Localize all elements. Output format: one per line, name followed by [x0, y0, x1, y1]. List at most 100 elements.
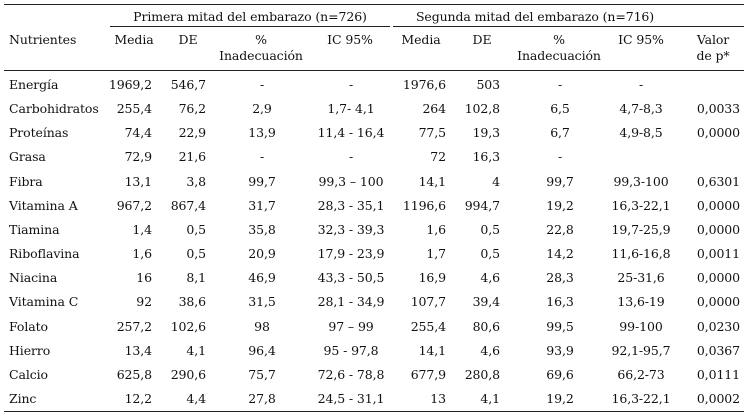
- cell-media-2: 14,1: [418, 174, 447, 189]
- cell-pct-1: 99,7: [248, 174, 276, 189]
- cell-media-1: 92: [136, 294, 152, 309]
- cell-p-value: 0,0033: [696, 101, 740, 116]
- cell-media-1: 1,4: [132, 222, 152, 237]
- header-bottom-rule: [4, 70, 744, 71]
- cell-media-1: 13,4: [124, 343, 153, 358]
- cell-ic-2: -: [638, 77, 644, 92]
- cell-pct-2: 19,2: [546, 198, 574, 213]
- cell-ic-2: 11,6-16,8: [611, 246, 671, 261]
- cell-p-value: 0,0000: [696, 198, 740, 213]
- cell-p-value: 0,6301: [696, 174, 740, 189]
- cell-media-1: 72,9: [124, 149, 153, 164]
- col-pct-1-line1: %: [255, 32, 267, 47]
- cell-p-value: 0,0000: [696, 294, 740, 309]
- cell-media-1: 255,4: [116, 101, 152, 116]
- cell-media-1: 967,2: [116, 198, 152, 213]
- cell-media-1: 1,6: [132, 246, 152, 261]
- cell-de-2: 4: [492, 174, 500, 189]
- cell-ic-1: 17,9 - 23,9: [317, 246, 385, 261]
- cell-de-2: 16,3: [472, 149, 501, 164]
- cell-ic-2: 25-31,6: [617, 270, 665, 285]
- cell-pct-2: 6,5: [550, 101, 570, 116]
- cell-de-1: 102,6: [170, 319, 206, 334]
- cell-pct-1: 75,7: [248, 367, 276, 382]
- cell-p-value: 0,0111: [696, 367, 740, 382]
- cell-nutriente: Fibra: [9, 174, 43, 189]
- cell-ic-2: 99-100: [619, 319, 663, 334]
- cell-pct-2: 6,7: [550, 125, 570, 140]
- cell-p-value: 0,0000: [696, 222, 740, 237]
- cell-media-2: 1196,6: [402, 198, 446, 213]
- cell-media-1: 1969,2: [108, 77, 152, 92]
- cell-de-1: 8,1: [186, 270, 206, 285]
- cell-de-1: 38,6: [178, 294, 207, 309]
- cell-ic-1: 95 - 97,8: [323, 343, 379, 358]
- cell-pct-1: -: [259, 149, 265, 164]
- cell-de-2: 4,1: [480, 391, 500, 406]
- cell-media-1: 625,8: [116, 367, 152, 382]
- cell-de-1: 546,7: [170, 77, 206, 92]
- cell-de-2: 4,6: [480, 270, 500, 285]
- cell-ic-2: 66,2-73: [617, 367, 665, 382]
- cell-ic-1: 32,3 - 39,3: [317, 222, 385, 237]
- cell-pct-2: -: [557, 77, 563, 92]
- cell-ic-1: 43,3 - 50,5: [317, 270, 385, 285]
- cell-nutriente: Zinc: [9, 391, 37, 406]
- cell-de-2: 994,7: [464, 198, 500, 213]
- cell-pct-2: 93,9: [546, 343, 574, 358]
- cell-ic-1: -: [348, 77, 354, 92]
- cell-ic-1: -: [348, 149, 354, 164]
- cell-nutriente: Energía: [9, 77, 59, 92]
- cell-nutriente: Niacina: [9, 270, 58, 285]
- col-media-1: Media: [114, 32, 154, 47]
- cell-de-2: 80,6: [472, 319, 501, 334]
- cell-nutriente: Vitamina C: [9, 294, 79, 309]
- cell-ic-2: 16,3-22,1: [611, 391, 671, 406]
- cell-media-2: 14,1: [418, 343, 447, 358]
- top-rule: [4, 4, 744, 5]
- cell-pct-2: 99,5: [546, 319, 574, 334]
- cell-de-1: 76,2: [178, 101, 207, 116]
- cell-ic-2: 4,9-8,5: [619, 125, 663, 140]
- col-media-2: Media: [401, 32, 441, 47]
- cell-pct-1: 35,8: [248, 222, 276, 237]
- col-p-line2: de p*: [696, 48, 730, 63]
- cell-pct-1: 2,9: [252, 101, 272, 116]
- cell-pct-2: 28,3: [546, 270, 574, 285]
- cell-p-value: 0,0000: [696, 125, 740, 140]
- cell-media-2: 13: [430, 391, 446, 406]
- group1-header: Primera mitad del embarazo (n=726): [133, 9, 367, 24]
- group2-rule: [393, 26, 744, 27]
- bottom-rule: [4, 411, 744, 412]
- cell-de-1: 867,4: [170, 198, 206, 213]
- cell-ic-1: 1,7- 4,1: [327, 101, 375, 116]
- cell-pct-2: 19,2: [546, 391, 574, 406]
- cell-ic-2: 4,7-8,3: [619, 101, 663, 116]
- cell-media-1: 74,4: [124, 125, 153, 140]
- cell-pct-1: 13,9: [248, 125, 276, 140]
- cell-p-value: 0,0002: [696, 391, 740, 406]
- cell-de-2: 503: [476, 77, 500, 92]
- cell-media-2: 107,7: [410, 294, 446, 309]
- cell-nutriente: Folato: [9, 319, 48, 334]
- cell-media-2: 1,7: [426, 246, 446, 261]
- cell-p-value: 0,0230: [696, 319, 740, 334]
- col-nutrientes: Nutrientes: [9, 32, 77, 47]
- cell-ic-1: 72,6 - 78,8: [317, 367, 385, 382]
- cell-ic-2: 16,3-22,1: [611, 198, 671, 213]
- col-pct-2-line2: Inadecuación: [517, 48, 601, 63]
- cell-de-1: 0,5: [186, 222, 206, 237]
- col-pct-1-line2: Inadecuación: [219, 48, 303, 63]
- cell-pct-1: 96,4: [248, 343, 276, 358]
- cell-de-1: 4,1: [186, 343, 206, 358]
- group2-header: Segunda mitad del embarazo (n=716): [415, 9, 655, 24]
- cell-pct-1: 46,9: [248, 270, 276, 285]
- cell-de-1: 4,4: [186, 391, 206, 406]
- cell-ic-1: 99,3 – 100: [318, 174, 384, 189]
- cell-de-2: 0,5: [480, 246, 500, 261]
- col-ic-1: IC 95%: [327, 32, 373, 47]
- cell-de-1: 22,9: [178, 125, 207, 140]
- cell-p-value: 0,0000: [696, 270, 740, 285]
- cell-de-2: 39,4: [472, 294, 501, 309]
